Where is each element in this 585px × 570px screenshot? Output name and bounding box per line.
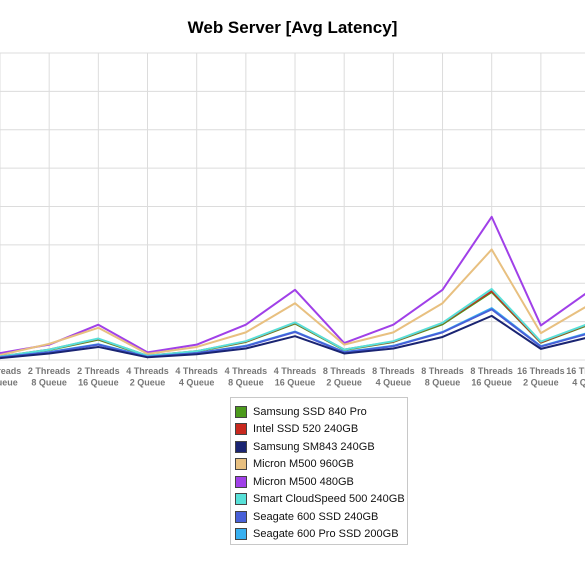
legend-label: Seagate 600 SSD 240GB [253, 510, 379, 523]
x-tick-label: 4 Threads 8 Queue [225, 366, 268, 388]
x-tick-label: 16 Threads 2 Queue [517, 366, 565, 388]
legend-swatch [235, 528, 247, 541]
legend-swatch [235, 493, 247, 506]
legend-swatch [235, 458, 247, 471]
legend-item[interactable]: Smart CloudSpeed 500 240GB [235, 491, 407, 509]
chart-title: Web Server [Avg Latency] [187, 18, 398, 37]
x-tick-label: 2 Threads 16 Queue [77, 366, 120, 388]
legend-swatch [235, 475, 247, 488]
legend-label: Smart CloudSpeed 500 240GB [253, 493, 405, 506]
series-line-6 [0, 308, 585, 359]
legend-item[interactable]: Seagate 600 Pro SSD 200GB [235, 526, 407, 544]
series-line-4 [0, 215, 585, 355]
legend-label: Micron M500 960GB [253, 458, 354, 471]
x-tick-label: 8 Threads 8 Queue [421, 366, 464, 388]
legend-label: Seagate 600 Pro SSD 200GB [253, 528, 399, 541]
legend-label: Intel SSD 520 240GB [253, 423, 359, 436]
x-tick-label: 8 Threads 16 Queue [470, 366, 513, 388]
legend-label: Samsung SM843 240GB [253, 440, 375, 453]
legend-item[interactable]: Seagate 600 SSD 240GB [235, 508, 407, 526]
legend-item[interactable]: Samsung SM843 240GB [235, 438, 407, 456]
legend-swatch [235, 423, 247, 436]
legend-item[interactable]: Micron M500 960GB [235, 456, 407, 474]
x-tick-label: 8 Threads 2 Queue [323, 366, 366, 388]
x-tick-label: 4 Threads 2 Queue [126, 366, 169, 388]
x-tick-label: 4 Threads 16 Queue [274, 366, 317, 388]
legend-swatch [235, 510, 247, 523]
legend: Samsung SSD 840 Pro Intel SSD 520 240GB Sa… [230, 397, 408, 545]
legend-item[interactable]: Micron M500 480GB [235, 473, 407, 491]
x-tick-label: 4 Threads 4 Queue [175, 366, 218, 388]
legend-item[interactable]: Samsung SSD 840 Pro [235, 403, 407, 421]
legend-label: Micron M500 480GB [253, 475, 354, 488]
series-line-5 [0, 288, 585, 358]
legend-swatch [235, 405, 247, 418]
x-tick-label: 8 Threads 4 Queue [372, 366, 415, 388]
series-line-2 [0, 314, 585, 360]
x-tick-label: 2 Threads 8 Queue [28, 366, 71, 388]
grid [0, 52, 585, 361]
series-lines [0, 215, 585, 360]
legend-label: Samsung SSD 840 Pro [253, 405, 367, 418]
legend-swatch [235, 440, 247, 453]
legend-item[interactable]: Intel SSD 520 240GB [235, 421, 407, 439]
series-line-3 [0, 248, 585, 356]
